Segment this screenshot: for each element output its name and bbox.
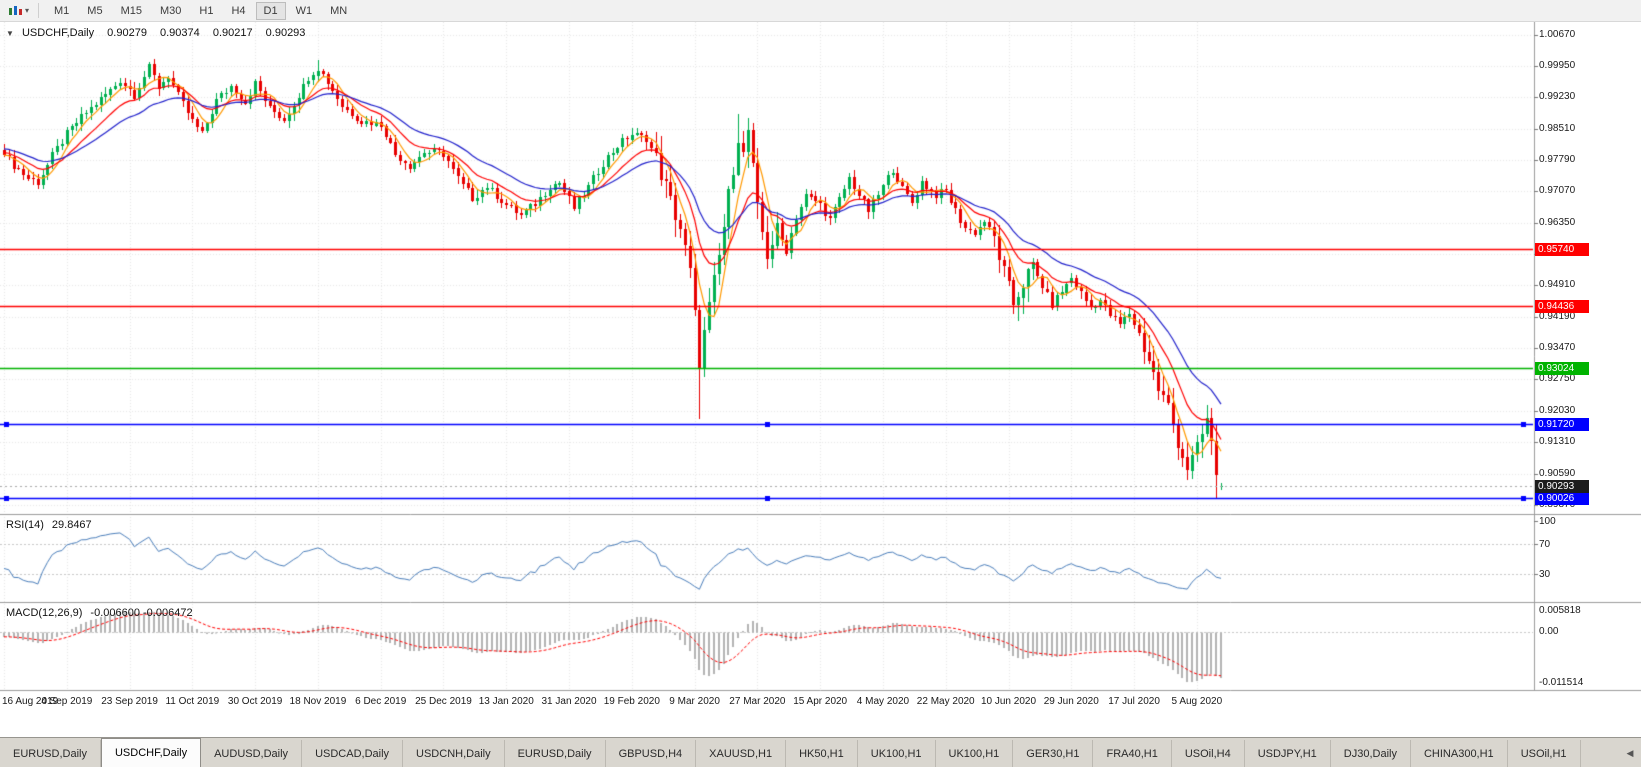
timeframe-button-m1[interactable]: M1	[46, 2, 77, 20]
timeframe-button-mn[interactable]: MN	[322, 2, 355, 20]
tab-eurusd-daily-1[interactable]: EURUSD,Daily	[0, 740, 101, 767]
tab-uk100-h1-2[interactable]: UK100,H1	[936, 740, 1014, 767]
tab-usdcnh-daily[interactable]: USDCNH,Daily	[403, 740, 505, 767]
tab-usdchf-daily[interactable]: USDCHF,Daily	[100, 738, 202, 767]
timeframe-button-h4[interactable]: H4	[223, 2, 253, 20]
dropdown-caret-icon: ▾	[25, 6, 30, 15]
tab-audusd-daily[interactable]: AUDUSD,Daily	[201, 740, 303, 767]
tab-ger30-h1[interactable]: GER30,H1	[1013, 740, 1094, 767]
tab-eurusd-daily-2[interactable]: EURUSD,Daily	[505, 740, 606, 767]
toolbar-separator	[38, 3, 40, 18]
tab-hk50-h1[interactable]: HK50,H1	[786, 740, 858, 767]
tab-fra40-h1[interactable]: FRA40,H1	[1093, 740, 1172, 767]
chart-type-dropdown[interactable]: ▾	[5, 3, 32, 18]
timeframe-button-m5[interactable]: M5	[79, 2, 110, 20]
price-chart-canvas[interactable]	[0, 22, 1641, 737]
candlestick-chart-icon	[9, 6, 22, 15]
tab-uk100-h1-1[interactable]: UK100,H1	[858, 740, 936, 767]
toolbar: ▾ M1 M5 M15 M30 H1 H4 D1 W1 MN	[0, 0, 1641, 22]
timeframe-button-d1[interactable]: D1	[255, 1, 286, 20]
tab-china300-h1[interactable]: CHINA300,H1	[1411, 740, 1508, 767]
tab-usdjpy-h1[interactable]: USDJPY,H1	[1245, 740, 1331, 767]
tab-xauusd-h1[interactable]: XAUUSD,H1	[696, 740, 787, 767]
tab-gbpusd-h4[interactable]: GBPUSD,H4	[606, 740, 697, 767]
tab-scroll-left-button[interactable]: ◀	[1626, 748, 1634, 758]
tab-dj30-daily[interactable]: DJ30,Daily	[1331, 740, 1411, 767]
timeframe-button-w1[interactable]: W1	[288, 2, 321, 20]
timeframe-button-m15[interactable]: M15	[113, 2, 150, 20]
timeframe-button-m30[interactable]: M30	[152, 2, 189, 20]
chart-region: ▼ USDCHF,Daily 0.90279 0.90374 0.90217 0…	[0, 22, 1641, 737]
timeframe-button-h1[interactable]: H1	[191, 2, 221, 20]
tab-usdcad-daily[interactable]: USDCAD,Daily	[302, 740, 404, 767]
chart-tab-bar: EURUSD,Daily USDCHF,Daily AUDUSD,Daily U…	[0, 737, 1641, 767]
tab-usoil-h1[interactable]: USOil,H1	[1508, 740, 1581, 767]
tab-usoil-h4[interactable]: USOil,H4	[1172, 740, 1245, 767]
